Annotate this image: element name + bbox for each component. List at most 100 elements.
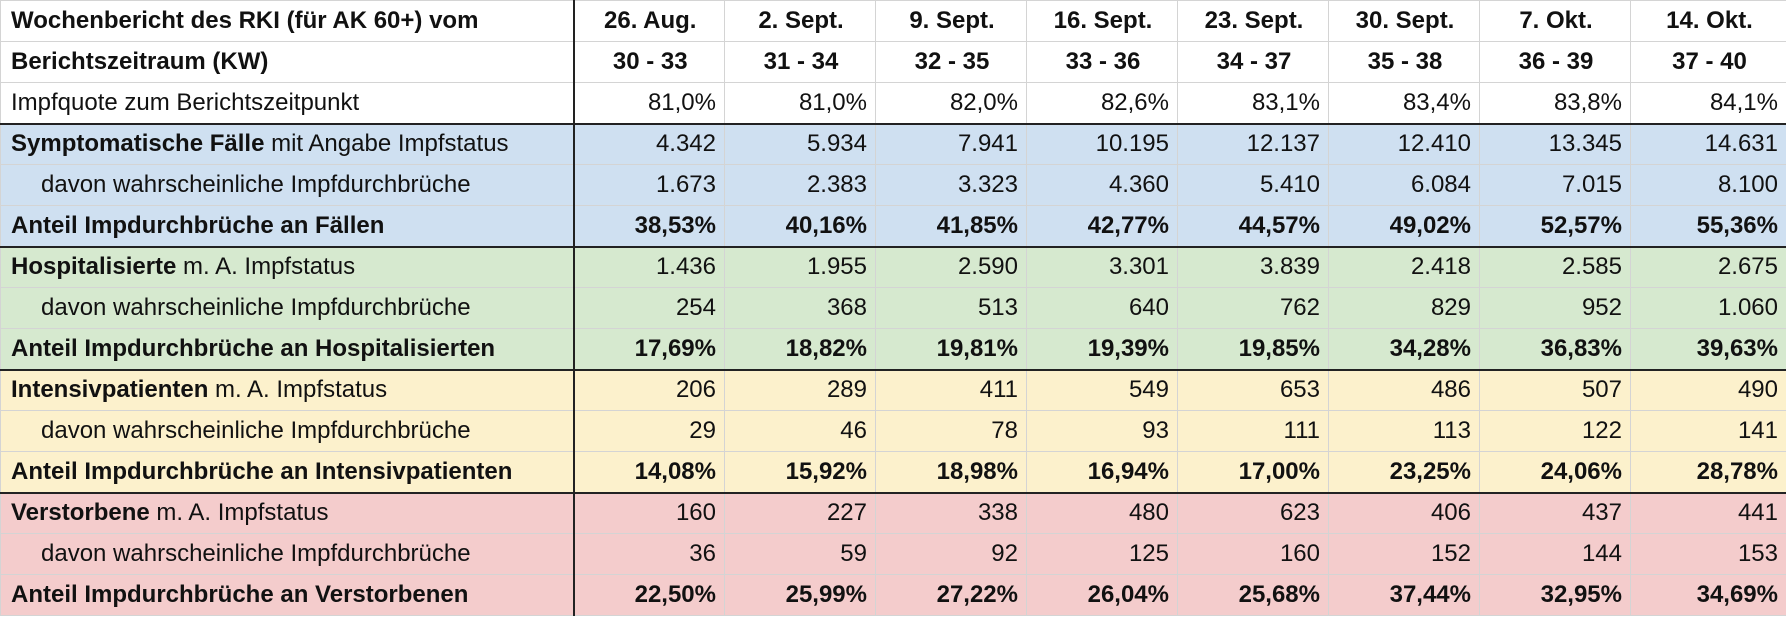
value-cell[interactable]: 486 [1328,369,1480,411]
value-cell[interactable]: 17,00% [1177,451,1329,494]
value-cell[interactable]: 152 [1328,533,1480,575]
value-cell[interactable]: 2.418 [1328,246,1480,288]
value-cell[interactable]: 10.195 [1026,123,1178,165]
row-label-cell[interactable]: davon wahrscheinliche Impfdurchbrüche [0,410,575,452]
value-cell[interactable]: 122 [1479,410,1631,452]
value-cell[interactable]: 25,68% [1177,574,1329,616]
value-cell[interactable]: 32,95% [1479,574,1631,616]
value-cell[interactable]: 125 [1026,533,1178,575]
value-cell[interactable]: 23. Sept. [1177,0,1329,42]
row-label-cell[interactable]: Anteil Impdurchbrüche an Fällen [0,205,575,248]
row-label-cell[interactable]: Wochenbericht des RKI (für AK 60+) vom [0,0,575,42]
value-cell[interactable]: 1.060 [1630,287,1786,329]
value-cell[interactable]: 23,25% [1328,451,1480,494]
value-cell[interactable]: 623 [1177,492,1329,534]
value-cell[interactable]: 12.137 [1177,123,1329,165]
value-cell[interactable]: 22,50% [573,574,725,616]
value-cell[interactable]: 7.015 [1479,164,1631,206]
value-cell[interactable]: 3.323 [875,164,1027,206]
value-cell[interactable]: 24,06% [1479,451,1631,494]
value-cell[interactable]: 19,81% [875,328,1027,371]
value-cell[interactable]: 34,69% [1630,574,1786,616]
value-cell[interactable]: 26. Aug. [573,0,725,42]
value-cell[interactable]: 6.084 [1328,164,1480,206]
row-label-cell[interactable]: Berichtszeitraum (KW) [0,41,575,83]
value-cell[interactable]: 78 [875,410,1027,452]
value-cell[interactable]: 32 - 35 [875,41,1027,83]
value-cell[interactable]: 37 - 40 [1630,41,1786,83]
value-cell[interactable]: 93 [1026,410,1178,452]
row-label-cell[interactable]: Anteil Impdurchbrüche an Hospitalisierte… [0,328,575,371]
row-label-cell[interactable]: Hospitalisierte m. A. Impfstatus [0,246,575,288]
value-cell[interactable]: 952 [1479,287,1631,329]
value-cell[interactable]: 9. Sept. [875,0,1027,42]
value-cell[interactable]: 513 [875,287,1027,329]
row-label-cell[interactable]: Symptomatische Fälle mit Angabe Impfstat… [0,123,575,165]
value-cell[interactable]: 7.941 [875,123,1027,165]
value-cell[interactable]: 14. Okt. [1630,0,1786,42]
value-cell[interactable]: 4.360 [1026,164,1178,206]
value-cell[interactable]: 1.436 [573,246,725,288]
value-cell[interactable]: 82,6% [1026,82,1178,125]
value-cell[interactable]: 3.301 [1026,246,1178,288]
value-cell[interactable]: 37,44% [1328,574,1480,616]
value-cell[interactable]: 18,98% [875,451,1027,494]
value-cell[interactable]: 92 [875,533,1027,575]
value-cell[interactable]: 437 [1479,492,1631,534]
value-cell[interactable]: 12.410 [1328,123,1480,165]
value-cell[interactable]: 36 - 39 [1479,41,1631,83]
value-cell[interactable]: 160 [1177,533,1329,575]
value-cell[interactable]: 480 [1026,492,1178,534]
row-label-cell[interactable]: davon wahrscheinliche Impfdurchbrüche [0,164,575,206]
value-cell[interactable]: 46 [724,410,876,452]
value-cell[interactable]: 83,8% [1479,82,1631,125]
value-cell[interactable]: 84,1% [1630,82,1786,125]
value-cell[interactable]: 36 [573,533,725,575]
value-cell[interactable]: 113 [1328,410,1480,452]
value-cell[interactable]: 16. Sept. [1026,0,1178,42]
value-cell[interactable]: 33 - 36 [1026,41,1178,83]
value-cell[interactable]: 2.585 [1479,246,1631,288]
value-cell[interactable]: 8.100 [1630,164,1786,206]
value-cell[interactable]: 49,02% [1328,205,1480,248]
value-cell[interactable]: 41,85% [875,205,1027,248]
value-cell[interactable]: 549 [1026,369,1178,411]
value-cell[interactable]: 16,94% [1026,451,1178,494]
value-cell[interactable]: 206 [573,369,725,411]
value-cell[interactable]: 39,63% [1630,328,1786,371]
value-cell[interactable]: 141 [1630,410,1786,452]
value-cell[interactable]: 28,78% [1630,451,1786,494]
value-cell[interactable]: 406 [1328,492,1480,534]
value-cell[interactable]: 36,83% [1479,328,1631,371]
value-cell[interactable]: 289 [724,369,876,411]
value-cell[interactable]: 640 [1026,287,1178,329]
value-cell[interactable]: 2.590 [875,246,1027,288]
value-cell[interactable]: 7. Okt. [1479,0,1631,42]
value-cell[interactable]: 3.839 [1177,246,1329,288]
value-cell[interactable]: 38,53% [573,205,725,248]
row-label-cell[interactable]: Anteil Impdurchbrüche an Verstorbenen [0,574,575,616]
value-cell[interactable]: 26,04% [1026,574,1178,616]
value-cell[interactable]: 160 [573,492,725,534]
value-cell[interactable]: 81,0% [573,82,725,125]
value-cell[interactable]: 81,0% [724,82,876,125]
value-cell[interactable]: 2. Sept. [724,0,876,42]
value-cell[interactable]: 52,57% [1479,205,1631,248]
value-cell[interactable]: 5.410 [1177,164,1329,206]
value-cell[interactable]: 59 [724,533,876,575]
value-cell[interactable]: 1.673 [573,164,725,206]
value-cell[interactable]: 2.383 [724,164,876,206]
value-cell[interactable]: 82,0% [875,82,1027,125]
row-label-cell[interactable]: davon wahrscheinliche Impfdurchbrüche [0,533,575,575]
row-label-cell[interactable]: Anteil Impdurchbrüche an Intensivpatient… [0,451,575,494]
value-cell[interactable]: 254 [573,287,725,329]
value-cell[interactable]: 35 - 38 [1328,41,1480,83]
value-cell[interactable]: 762 [1177,287,1329,329]
row-label-cell[interactable]: Intensivpatienten m. A. Impfstatus [0,369,575,411]
row-label-cell[interactable]: Verstorbene m. A. Impfstatus [0,492,575,534]
value-cell[interactable]: 34 - 37 [1177,41,1329,83]
value-cell[interactable]: 19,85% [1177,328,1329,371]
value-cell[interactable]: 18,82% [724,328,876,371]
value-cell[interactable]: 17,69% [573,328,725,371]
value-cell[interactable]: 15,92% [724,451,876,494]
